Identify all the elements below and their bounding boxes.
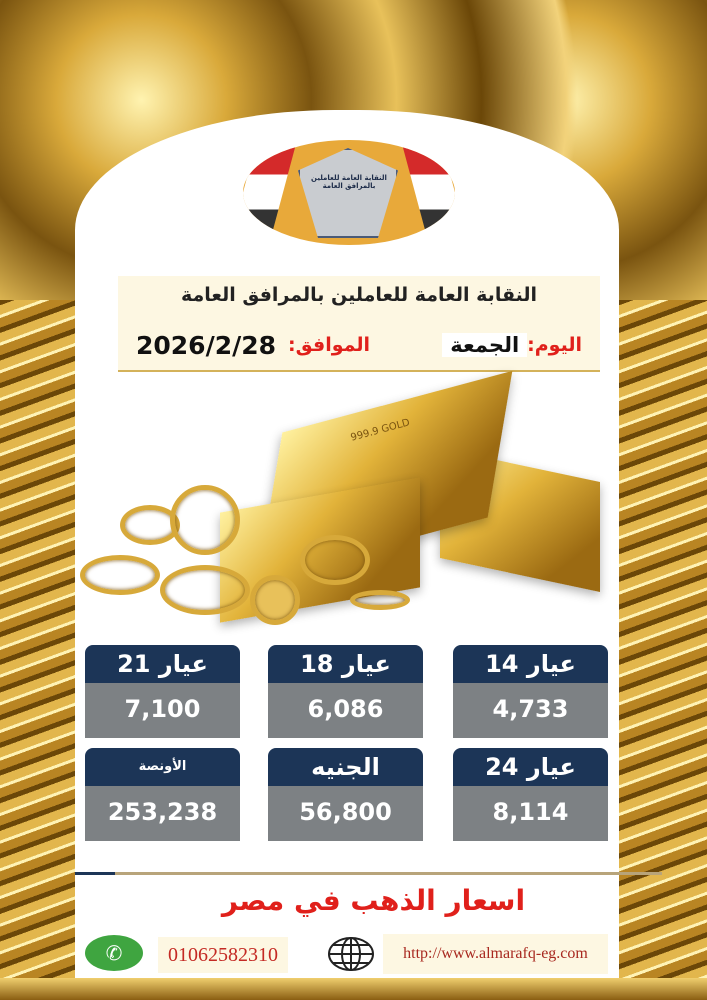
day-label: اليوم: bbox=[527, 334, 582, 356]
logo-text: النقابة العامة للعاملين بالمرافق العامة bbox=[311, 174, 387, 190]
bottom-border bbox=[0, 978, 707, 1000]
globe-icon bbox=[328, 937, 374, 971]
price-card-14k: عيار 14 4,733 bbox=[453, 645, 608, 738]
phone-number: 01062582310 bbox=[158, 937, 288, 973]
whatsapp-icon: ✆ bbox=[85, 935, 143, 971]
card-value: 4,733 bbox=[453, 683, 608, 738]
price-card-24k: عيار 24 8,114 bbox=[453, 748, 608, 841]
jewelry bbox=[170, 485, 240, 555]
date-row: اليوم: الجمعة الموافق: 2026/2/28 bbox=[136, 328, 582, 362]
card-label: عيار 14 bbox=[453, 645, 608, 683]
gold-coin bbox=[250, 575, 300, 625]
price-card-18k: عيار 18 6,086 bbox=[268, 645, 423, 738]
emblem bbox=[298, 148, 398, 238]
price-card-ounce: الأونصة 253,238 bbox=[85, 748, 240, 841]
right-pillar bbox=[619, 300, 707, 1000]
left-pillar bbox=[0, 300, 75, 1000]
headline: اسعار الذهب في مصر bbox=[221, 884, 526, 917]
title-box: النقابة العامة للعاملين بالمرافق العامة … bbox=[118, 276, 600, 372]
day-value: الجمعة bbox=[442, 333, 528, 357]
card-label: الأونصة bbox=[85, 748, 240, 786]
jewelry bbox=[160, 565, 250, 615]
jewelry bbox=[350, 590, 410, 610]
card-value: 7,100 bbox=[85, 683, 240, 738]
jewelry bbox=[300, 535, 370, 585]
card-label: عيار 24 bbox=[453, 748, 608, 786]
card-label: الجنيه bbox=[268, 748, 423, 786]
card-value: 253,238 bbox=[85, 786, 240, 841]
price-card-pound: الجنيه 56,800 bbox=[268, 748, 423, 841]
price-card-21k: عيار 21 7,100 bbox=[85, 645, 240, 738]
date-value: 2026/2/28 bbox=[136, 330, 277, 360]
jewelry bbox=[80, 555, 160, 595]
date-label: الموافق: bbox=[288, 334, 371, 356]
card-value: 6,086 bbox=[268, 683, 423, 738]
union-logo: النقابة العامة للعاملين بالمرافق العامة bbox=[243, 140, 455, 245]
organization-name: النقابة العامة للعاملين بالمرافق العامة bbox=[180, 284, 538, 306]
card-label: عيار 21 bbox=[85, 645, 240, 683]
card-value: 8,114 bbox=[453, 786, 608, 841]
gold-bars-image: 999.9 GOLD bbox=[60, 370, 610, 640]
divider bbox=[75, 872, 662, 875]
website-url[interactable]: http://www.almarafq-eg.com bbox=[383, 934, 608, 974]
card-value: 56,800 bbox=[268, 786, 423, 841]
card-label: عيار 18 bbox=[268, 645, 423, 683]
